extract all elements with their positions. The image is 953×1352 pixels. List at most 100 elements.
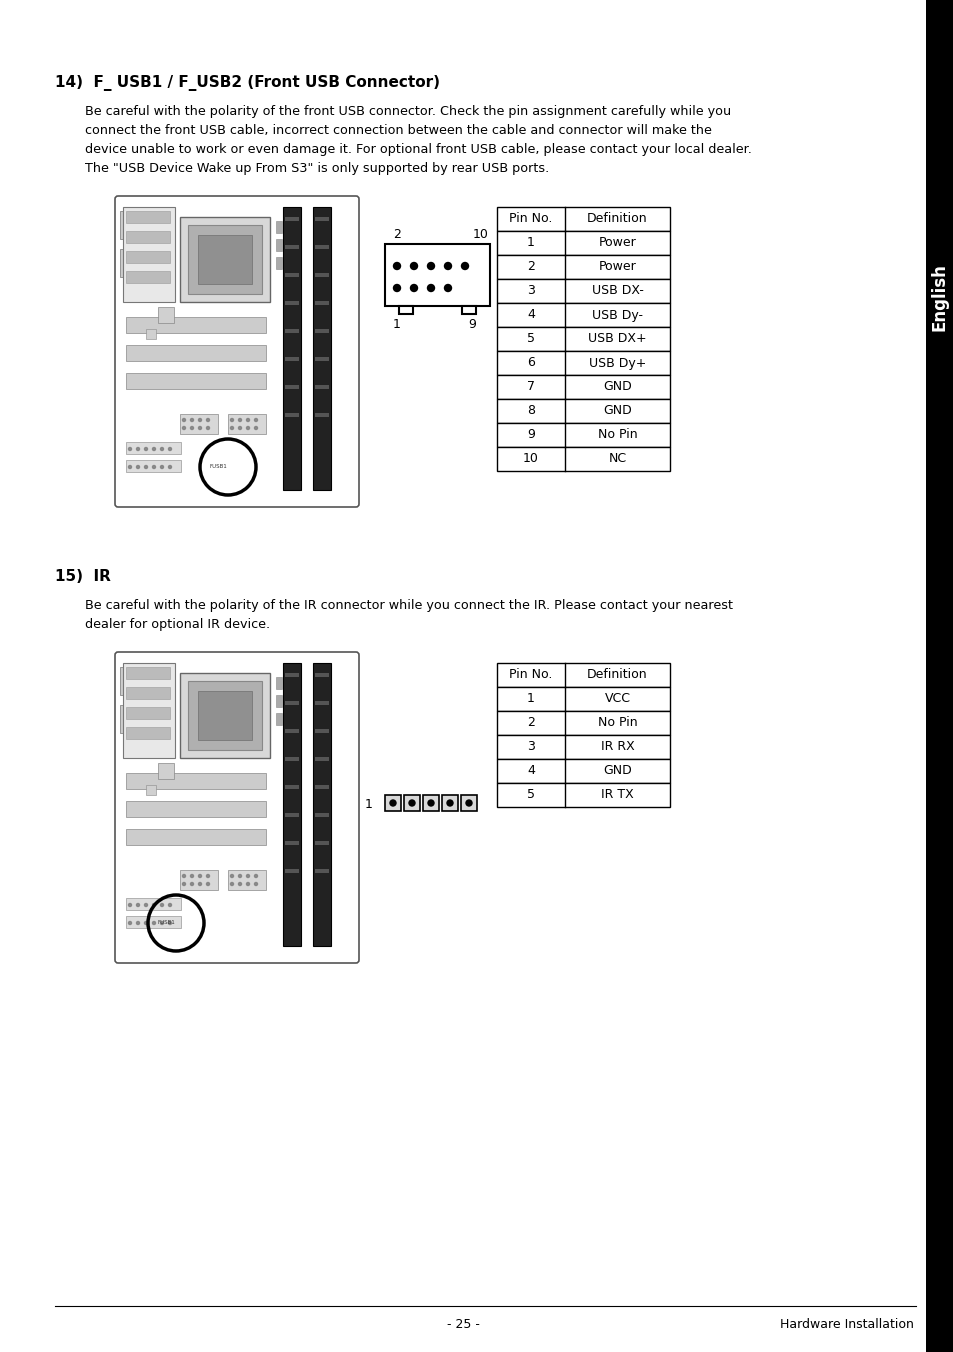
Text: 10: 10 [473, 228, 488, 241]
Circle shape [160, 465, 163, 469]
Bar [314, 841, 329, 845]
Circle shape [169, 448, 172, 450]
Bar [497, 375, 669, 399]
Text: device unable to work or even damage it. For optional front USB cable, please co: device unable to work or even damage it.… [85, 143, 751, 155]
Text: English: English [930, 264, 948, 331]
Circle shape [254, 875, 257, 877]
Text: Pin No.: Pin No. [509, 668, 552, 681]
Circle shape [254, 426, 257, 430]
Bar [314, 218, 329, 220]
Bar [285, 869, 298, 873]
Bar [314, 700, 329, 704]
Circle shape [144, 903, 148, 906]
Text: Power: Power [598, 261, 636, 273]
Bar [180, 414, 218, 434]
Bar [497, 783, 669, 807]
Bar [285, 700, 298, 704]
Text: Power: Power [598, 237, 636, 250]
Bar [126, 687, 170, 699]
Text: 15)  IR: 15) IR [55, 569, 111, 584]
Circle shape [136, 448, 139, 450]
Text: Be careful with the polarity of the IR connector while you connect the IR. Pleas: Be careful with the polarity of the IR c… [85, 599, 732, 612]
Circle shape [160, 448, 163, 450]
Bar [126, 829, 266, 845]
Circle shape [191, 883, 193, 886]
Text: 3: 3 [526, 741, 535, 753]
Circle shape [182, 875, 185, 877]
Bar [497, 279, 669, 303]
Text: Pin No.: Pin No. [509, 212, 552, 226]
Circle shape [160, 922, 163, 925]
Bar [275, 677, 282, 690]
Text: 9: 9 [526, 429, 535, 442]
Bar [275, 713, 282, 725]
Circle shape [465, 800, 472, 806]
Circle shape [447, 800, 453, 806]
Bar [126, 917, 181, 927]
Text: 1: 1 [526, 692, 535, 706]
Circle shape [254, 883, 257, 886]
Circle shape [238, 426, 241, 430]
Circle shape [129, 448, 132, 450]
Text: 2: 2 [526, 261, 535, 273]
Circle shape [390, 800, 395, 806]
Circle shape [206, 426, 210, 430]
Text: FUSB1: FUSB1 [157, 921, 174, 926]
Circle shape [182, 419, 185, 422]
Bar [285, 245, 298, 249]
Circle shape [393, 284, 400, 292]
Circle shape [169, 903, 172, 906]
Bar [285, 813, 298, 817]
Text: 4: 4 [526, 308, 535, 322]
Circle shape [231, 883, 233, 886]
Bar [126, 270, 170, 283]
Bar [275, 220, 282, 233]
Text: IR RX: IR RX [600, 741, 634, 753]
Circle shape [410, 284, 417, 292]
Bar [497, 231, 669, 256]
Text: 1: 1 [526, 237, 535, 250]
Circle shape [191, 419, 193, 422]
Text: GND: GND [602, 404, 631, 418]
Circle shape [206, 883, 210, 886]
Bar [126, 231, 170, 243]
Bar [398, 306, 413, 314]
Circle shape [152, 465, 155, 469]
Circle shape [136, 465, 139, 469]
Bar [285, 357, 298, 361]
Bar [126, 460, 181, 472]
FancyBboxPatch shape [422, 795, 438, 811]
Circle shape [427, 262, 434, 269]
Bar [188, 681, 262, 750]
Text: GND: GND [602, 764, 631, 777]
Text: 8: 8 [526, 404, 535, 418]
Circle shape [246, 883, 250, 886]
Circle shape [136, 922, 139, 925]
Text: USB DX-: USB DX- [591, 284, 642, 297]
Circle shape [160, 903, 163, 906]
Circle shape [198, 883, 201, 886]
Text: 7: 7 [526, 380, 535, 393]
Circle shape [238, 883, 241, 886]
Circle shape [231, 419, 233, 422]
Text: 1: 1 [365, 798, 373, 810]
Bar [314, 329, 329, 333]
Bar [313, 662, 331, 946]
Bar [126, 316, 266, 333]
Bar [314, 245, 329, 249]
Bar [126, 707, 170, 719]
Text: No Pin: No Pin [598, 717, 637, 730]
Circle shape [129, 922, 132, 925]
Bar [285, 757, 298, 761]
Circle shape [198, 419, 201, 422]
Bar [275, 695, 282, 707]
Text: 9: 9 [468, 318, 476, 331]
Bar [385, 243, 490, 306]
FancyBboxPatch shape [403, 795, 419, 811]
Text: GND: GND [602, 380, 631, 393]
Bar [497, 303, 669, 327]
Bar [285, 412, 298, 416]
Bar [180, 218, 270, 301]
Bar [228, 869, 266, 890]
Bar [313, 207, 331, 489]
